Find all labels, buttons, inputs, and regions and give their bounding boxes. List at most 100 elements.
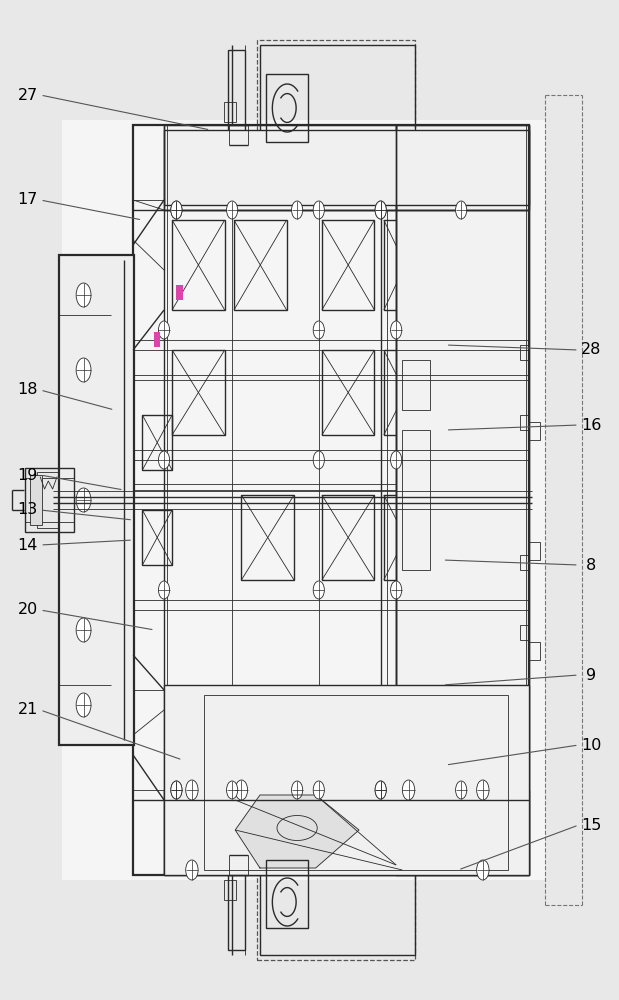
Bar [446,705,483,770]
Bar [285,695,334,765]
Bar [220,143,254,168]
Bar [384,220,427,310]
Circle shape [375,201,386,219]
Circle shape [391,321,402,339]
Bar [529,542,540,560]
Bar [172,220,225,310]
Bar [224,880,236,900]
Circle shape [313,451,324,469]
Bar [234,220,287,310]
Bar [529,642,540,660]
Bar [396,125,529,210]
Circle shape [186,860,198,880]
Bar [164,125,396,210]
Bar [266,74,308,142]
Circle shape [76,618,91,642]
Bar [396,125,529,875]
Bar [260,45,415,150]
Bar [133,125,529,875]
Bar [384,350,427,435]
Bar [217,695,263,765]
Bar [164,685,529,875]
Text: 8: 8 [586,558,596,572]
Bar [266,860,308,928]
Bar [520,345,529,360]
Bar [30,475,42,525]
Bar [402,430,430,570]
Text: 21: 21 [18,702,38,718]
Bar [176,285,183,300]
Circle shape [186,780,198,800]
Circle shape [375,781,386,799]
Text: 16: 16 [581,418,601,432]
Bar [142,415,172,470]
Bar [172,350,225,435]
Bar [164,790,396,875]
Circle shape [313,321,324,339]
Bar [142,510,172,565]
Text: 19: 19 [18,468,38,483]
Bar [402,360,430,410]
Circle shape [76,488,91,512]
Circle shape [158,581,170,599]
Circle shape [292,781,303,799]
Text: 17: 17 [18,192,38,208]
Bar [220,832,254,857]
Text: 15: 15 [581,818,601,832]
Bar [384,495,427,580]
Bar [257,845,415,960]
Circle shape [227,201,238,219]
Text: 28: 28 [581,342,601,358]
Text: 13: 13 [18,502,38,518]
Circle shape [76,358,91,382]
Bar [37,472,59,528]
Circle shape [235,780,248,800]
Circle shape [313,201,324,219]
Bar [154,332,160,347]
Circle shape [391,581,402,599]
Circle shape [158,451,170,469]
Bar [529,422,540,440]
Circle shape [292,201,303,219]
Bar [228,50,245,145]
Circle shape [477,860,489,880]
Bar [520,415,529,430]
Circle shape [402,780,415,800]
Polygon shape [235,795,359,868]
Bar [520,625,529,640]
Bar [353,695,399,765]
Circle shape [158,321,170,339]
Bar [260,850,415,955]
Bar [322,220,374,310]
Text: 27: 27 [18,88,38,103]
Circle shape [477,780,489,800]
Bar [322,495,374,580]
Bar [224,102,236,122]
Bar [204,695,508,870]
Bar [520,555,529,570]
Bar [396,790,529,875]
Circle shape [313,781,324,799]
Bar [228,855,245,950]
Text: 20: 20 [18,602,38,617]
Text: 14: 14 [18,538,38,552]
Bar [164,130,529,205]
Circle shape [375,201,386,219]
Bar [25,468,74,532]
Circle shape [391,451,402,469]
Text: 10: 10 [581,738,601,752]
Bar [257,40,415,155]
Circle shape [76,693,91,717]
Circle shape [76,283,91,307]
Bar [59,255,134,745]
Circle shape [375,781,386,799]
Circle shape [456,201,467,219]
Circle shape [313,581,324,599]
Circle shape [171,201,182,219]
Circle shape [456,781,467,799]
Text: 18: 18 [17,382,38,397]
Bar [62,120,545,880]
Circle shape [171,201,182,219]
Text: 9: 9 [586,668,596,682]
Bar [322,350,374,435]
